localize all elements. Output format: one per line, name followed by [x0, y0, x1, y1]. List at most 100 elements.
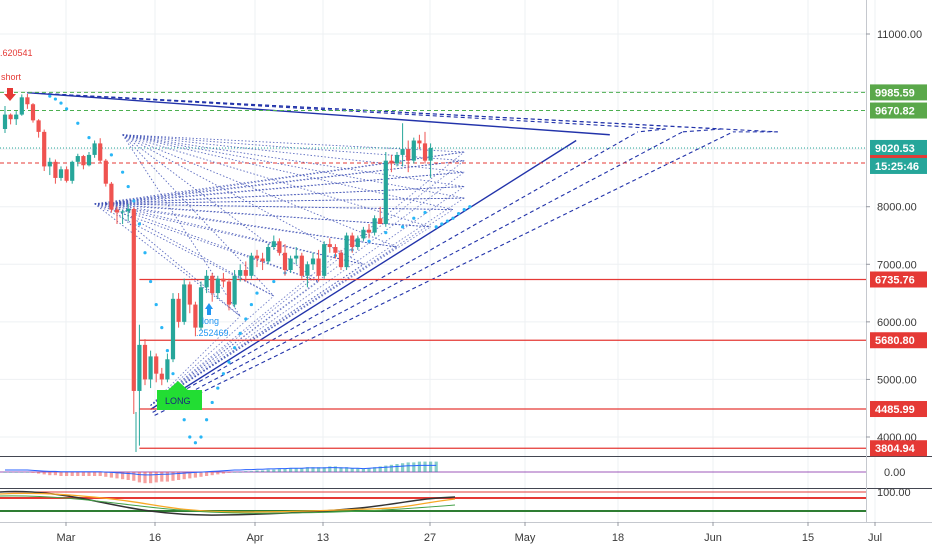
- candlesticks: [2, 93, 433, 446]
- fan-line-21: [105, 203, 319, 282]
- candle-body: [254, 255, 260, 259]
- candle-body: [182, 284, 187, 322]
- candle-body: [114, 209, 120, 213]
- macd-histogram-bar: [227, 472, 231, 473]
- candle-body: [137, 344, 142, 391]
- candle-body: [305, 264, 310, 276]
- price-tag: [870, 84, 927, 101]
- macd-histogram-bar: [154, 472, 158, 483]
- wedge-dashed-bottom-2: [154, 131, 734, 416]
- candle-body: [411, 140, 416, 161]
- candle-body: [378, 218, 383, 224]
- y-tick-label: 8000.00: [877, 202, 917, 214]
- price-tag-label: 4485.99: [875, 404, 915, 416]
- macd-histogram-bar: [109, 472, 113, 478]
- psar-dot: [401, 225, 405, 229]
- candle-body: [25, 97, 30, 105]
- psar-dot: [462, 207, 466, 212]
- macd-histogram-bar: [305, 467, 309, 472]
- candle-body: [215, 278, 220, 294]
- candle-body: [361, 229, 366, 239]
- psar-dot: [160, 326, 164, 330]
- long-badge-icon: [157, 381, 202, 410]
- long-label: long: [202, 316, 219, 326]
- psar-dot: [272, 279, 276, 284]
- psar-dot: [132, 199, 136, 203]
- psar-dot: [255, 291, 259, 295]
- macd-histogram-bar: [289, 468, 293, 472]
- candle-body: [260, 258, 265, 262]
- fan-line-6: [122, 134, 431, 228]
- macd-line: [5, 464, 437, 476]
- candle-body: [277, 241, 282, 253]
- candle-body: [131, 209, 136, 391]
- macd-pane: [0, 456, 932, 484]
- oscillator-pane: [0, 488, 932, 516]
- countdown-tag: [870, 157, 927, 174]
- fan-line-27: [94, 186, 465, 205]
- macd-histogram-bar: [361, 468, 365, 472]
- psar-dot: [468, 205, 472, 209]
- macd-histogram-bar: [93, 472, 97, 476]
- psar-dot: [76, 121, 80, 125]
- wedge-dashed-apex-1: [682, 128, 722, 133]
- macd-histogram-bar: [345, 467, 349, 472]
- macd-histogram-bar: [417, 461, 421, 472]
- x-tick-label: 27: [424, 532, 436, 544]
- macd-histogram-bar: [350, 468, 354, 472]
- candle-body: [322, 244, 327, 276]
- macd-histogram-bar: [137, 472, 141, 483]
- psar-dot: [451, 216, 455, 220]
- macd-histogram-bar: [311, 467, 315, 472]
- psar-dot: [87, 136, 91, 140]
- macd-histogram-bar: [434, 461, 438, 472]
- macd-histogram-bar: [171, 472, 175, 481]
- candle-body: [165, 359, 170, 380]
- macd-histogram-bar: [294, 468, 298, 472]
- candle-body: [249, 255, 254, 276]
- candle-body: [282, 252, 288, 271]
- price-tag-label: 6735.76: [875, 274, 915, 286]
- fan-line-26: [94, 171, 465, 205]
- fan-line-bottom-7: [150, 246, 398, 406]
- y-tick-label: 5000.00: [877, 374, 917, 386]
- candle-body: [58, 169, 64, 178]
- macd-histogram-bar: [317, 467, 321, 472]
- macd-histogram-bar: [406, 462, 410, 472]
- macd-histogram-bar: [378, 466, 382, 472]
- macd-histogram-bar: [3, 472, 7, 473]
- psar-dot: [445, 219, 449, 223]
- macd-histogram-bar: [423, 461, 427, 472]
- macd-histogram-bar: [165, 472, 169, 482]
- fan-line-35: [94, 203, 241, 317]
- macd-histogram-bar: [70, 472, 74, 476]
- psar-dot: [121, 170, 125, 174]
- macd-histogram-bar: [300, 468, 304, 472]
- osc-level-label: 100.00: [877, 487, 911, 499]
- candle-body: [232, 275, 237, 305]
- psar-dot: [65, 107, 69, 111]
- candle-body: [103, 160, 108, 184]
- macd-histogram-bar: [233, 472, 237, 473]
- fan-line-23: [105, 203, 241, 317]
- osc-signal-line: [0, 492, 456, 513]
- fan-line-bottom-3: [150, 186, 465, 406]
- candle-body: [109, 183, 114, 210]
- fan-line-bottom-2: [150, 171, 465, 406]
- macd-histogram-bar: [25, 472, 29, 473]
- x-tick-label: Apr: [246, 532, 263, 544]
- candle-body: [310, 258, 316, 265]
- macd-histogram-bar: [205, 472, 209, 476]
- candle-body: [2, 114, 8, 129]
- x-tick-label: 16: [149, 532, 161, 544]
- macd-histogram-bar: [272, 469, 276, 472]
- countdown-label: 15:25:46: [875, 161, 919, 173]
- fan-line-0: [122, 134, 465, 153]
- macd-histogram-bar: [76, 472, 80, 476]
- price-tag-label: 3804.94: [875, 443, 916, 455]
- candle-body: [120, 211, 125, 213]
- candle-body: [428, 147, 433, 161]
- macd-histogram-bar: [177, 472, 181, 480]
